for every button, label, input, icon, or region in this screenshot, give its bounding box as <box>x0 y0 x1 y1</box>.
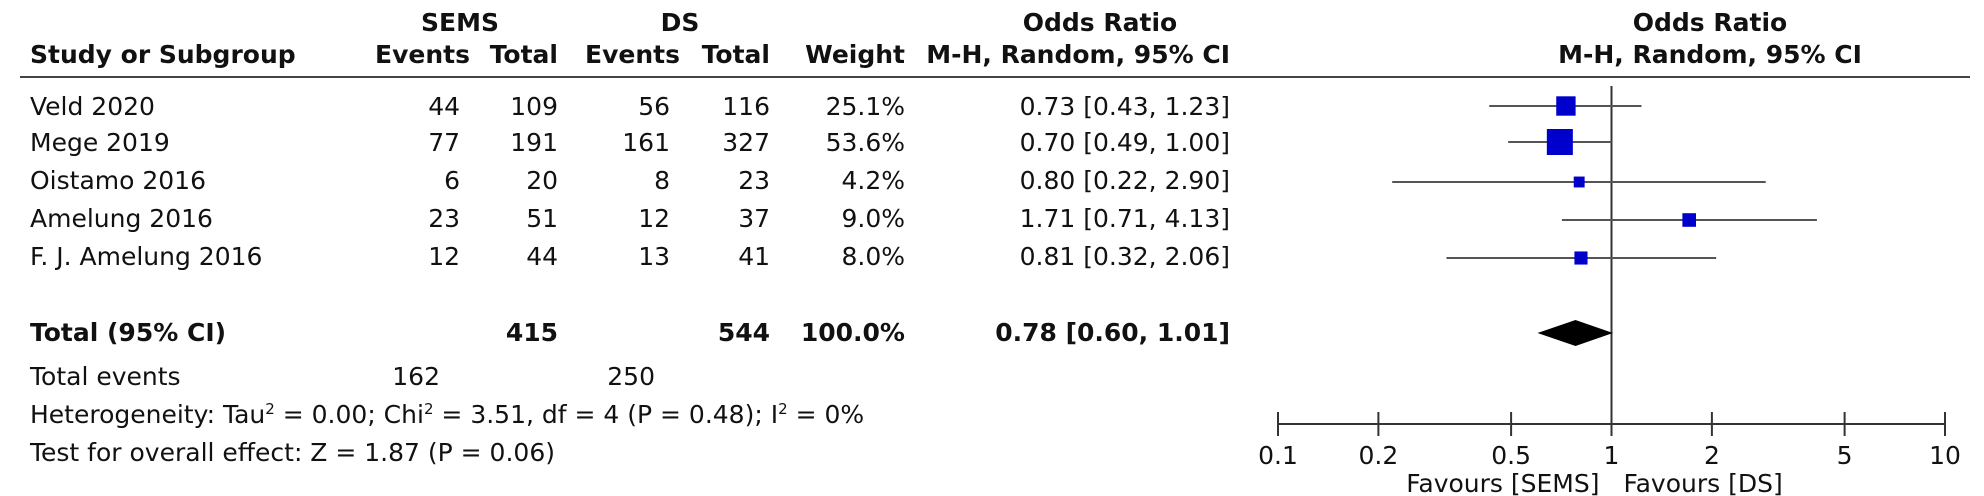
heterogeneity-statistics: Heterogeneity: Tau2 = 0.00; Chi2 = 3.51,… <box>30 400 865 429</box>
sems-total: 51 <box>526 204 558 233</box>
plot-or-method-header: M-H, Random, 95% CI <box>1558 40 1862 69</box>
header-divider <box>20 76 1970 78</box>
table-odds-ratio-title: Odds Ratio <box>1022 8 1178 37</box>
ds-events: 13 <box>638 242 670 271</box>
table-or-method-header: M-H, Random, 95% CI <box>926 40 1230 69</box>
ds-events: 161 <box>622 128 670 157</box>
ds-events: 56 <box>638 92 670 121</box>
ds-total: 116 <box>722 92 770 121</box>
ds-events: 12 <box>638 204 670 233</box>
events2-column-header: Events <box>585 40 680 69</box>
ds-total: 41 <box>738 242 770 271</box>
total-events-label: Total events <box>30 362 181 391</box>
weight-value: 9.0% <box>841 204 905 233</box>
favours-sems-label: Favours [SEMS] <box>1406 469 1599 496</box>
study-name: Amelung 2016 <box>30 204 213 233</box>
group2-header: DS <box>660 8 700 37</box>
x-tick-label: 2 <box>1704 441 1720 470</box>
sems-total-sum: 415 <box>505 318 558 347</box>
study-name: Veld 2020 <box>30 92 155 121</box>
weight-value: 53.6% <box>825 128 905 157</box>
odds-ratio-ci: 0.73 [0.43, 1.23] <box>1019 92 1230 121</box>
odds-ratio-ci: 0.70 [0.49, 1.00] <box>1019 128 1230 157</box>
weight-value: 4.2% <box>841 166 905 195</box>
favours-ds-label: Favours [DS] <box>1624 469 1783 496</box>
total1-column-header: Total <box>489 40 558 69</box>
study-effect-marker <box>1682 213 1697 227</box>
study-effect-marker <box>1573 176 1585 188</box>
ds-total-events: 250 <box>607 362 655 391</box>
ds-events: 8 <box>654 166 670 195</box>
x-tick-label: 0.5 <box>1491 441 1531 470</box>
sems-total: 20 <box>526 166 558 195</box>
study-effect-marker <box>1574 251 1588 265</box>
ds-total: 37 <box>738 204 770 233</box>
sems-total-events: 162 <box>392 362 440 391</box>
sems-total: 44 <box>526 242 558 271</box>
study-effect-marker <box>1546 129 1573 155</box>
study-name: Oistamo 2016 <box>30 166 206 195</box>
x-tick-label: 0.1 <box>1258 441 1298 470</box>
odds-ratio-ci: 1.71 [0.71, 4.13] <box>1019 204 1230 233</box>
ds-total: 327 <box>722 128 770 157</box>
sems-events: 6 <box>444 166 460 195</box>
sems-events: 44 <box>428 92 460 121</box>
study-name: Mege 2019 <box>30 128 170 157</box>
sems-events: 23 <box>428 204 460 233</box>
events1-column-header: Events <box>375 40 470 69</box>
plot-odds-ratio-title: Odds Ratio <box>1632 8 1788 37</box>
x-tick-label: 5 <box>1837 441 1853 470</box>
x-tick-label: 10 <box>1929 441 1961 470</box>
sems-events: 77 <box>428 128 460 157</box>
odds-ratio-ci: 0.81 [0.32, 2.06] <box>1019 242 1230 271</box>
weight-column-header: Weight <box>805 40 905 69</box>
total2-column-header: Total <box>701 40 770 69</box>
overall-effect-test: Test for overall effect: Z = 1.87 (P = 0… <box>30 438 555 467</box>
x-tick-label: 1 <box>1604 441 1620 470</box>
pooled-effect-diamond <box>1537 320 1613 346</box>
study-effect-marker <box>1556 96 1576 116</box>
total-weight: 100.0% <box>800 318 905 347</box>
study-name: F. J. Amelung 2016 <box>30 242 263 271</box>
sems-total: 109 <box>510 92 558 121</box>
x-tick-label: 0.2 <box>1359 441 1399 470</box>
odds-ratio-ci: 0.80 [0.22, 2.90] <box>1019 166 1230 195</box>
sems-events: 12 <box>428 242 460 271</box>
weight-value: 25.1% <box>825 92 905 121</box>
sems-total: 191 <box>510 128 558 157</box>
group1-header: SEMS <box>421 8 499 37</box>
pooled-odds-ratio-ci: 0.78 [0.60, 1.01] <box>995 318 1230 347</box>
total-label: Total (95% CI) <box>30 318 227 347</box>
ds-total: 23 <box>738 166 770 195</box>
weight-value: 8.0% <box>841 242 905 271</box>
study-column-header: Study or Subgroup <box>30 40 296 69</box>
ds-total-sum: 544 <box>717 318 770 347</box>
